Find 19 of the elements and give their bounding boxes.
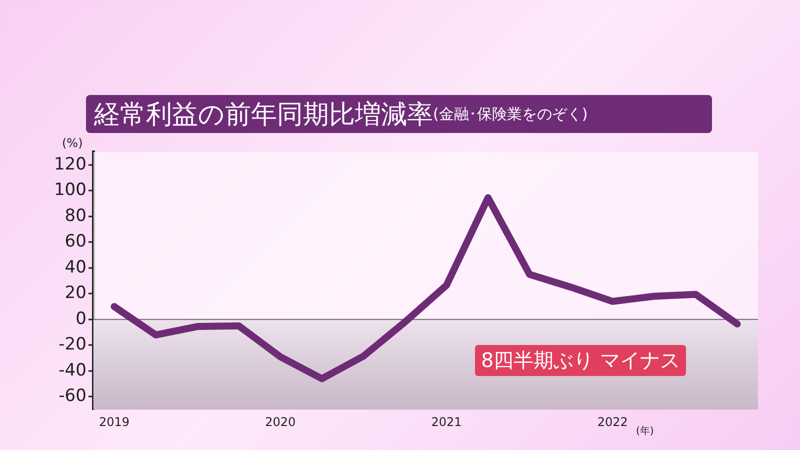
y-tick-label: -40 bbox=[58, 360, 86, 380]
x-tick-label: 2019 bbox=[98, 414, 130, 429]
x-tick-label: 2020 bbox=[265, 414, 296, 429]
chart-title: 経常利益の前年同期比増減率 bbox=[94, 98, 433, 132]
y-axis-title: (%) bbox=[62, 136, 83, 150]
x-axis-title: (年) bbox=[636, 425, 654, 438]
y-tick-label: 80 bbox=[64, 206, 86, 226]
y-tick-label: 100 bbox=[54, 180, 86, 200]
y-tick-label: 40 bbox=[64, 257, 86, 278]
x-tick-label: 2022 bbox=[597, 414, 628, 429]
y-tick-label: 120 bbox=[54, 154, 86, 174]
y-tick-label: 20 bbox=[64, 283, 86, 304]
y-tick-label: 60 bbox=[64, 232, 86, 252]
annotation: 8四半期ぶり マイナス bbox=[475, 345, 686, 376]
y-tick-label: 0 bbox=[76, 308, 86, 329]
chart-subtitle: (金融･保険業をのぞく) bbox=[433, 104, 588, 124]
y-tick-label: -20 bbox=[58, 334, 86, 355]
y-tick-label: -60 bbox=[58, 386, 86, 406]
x-tick-label: 2021 bbox=[431, 414, 462, 429]
